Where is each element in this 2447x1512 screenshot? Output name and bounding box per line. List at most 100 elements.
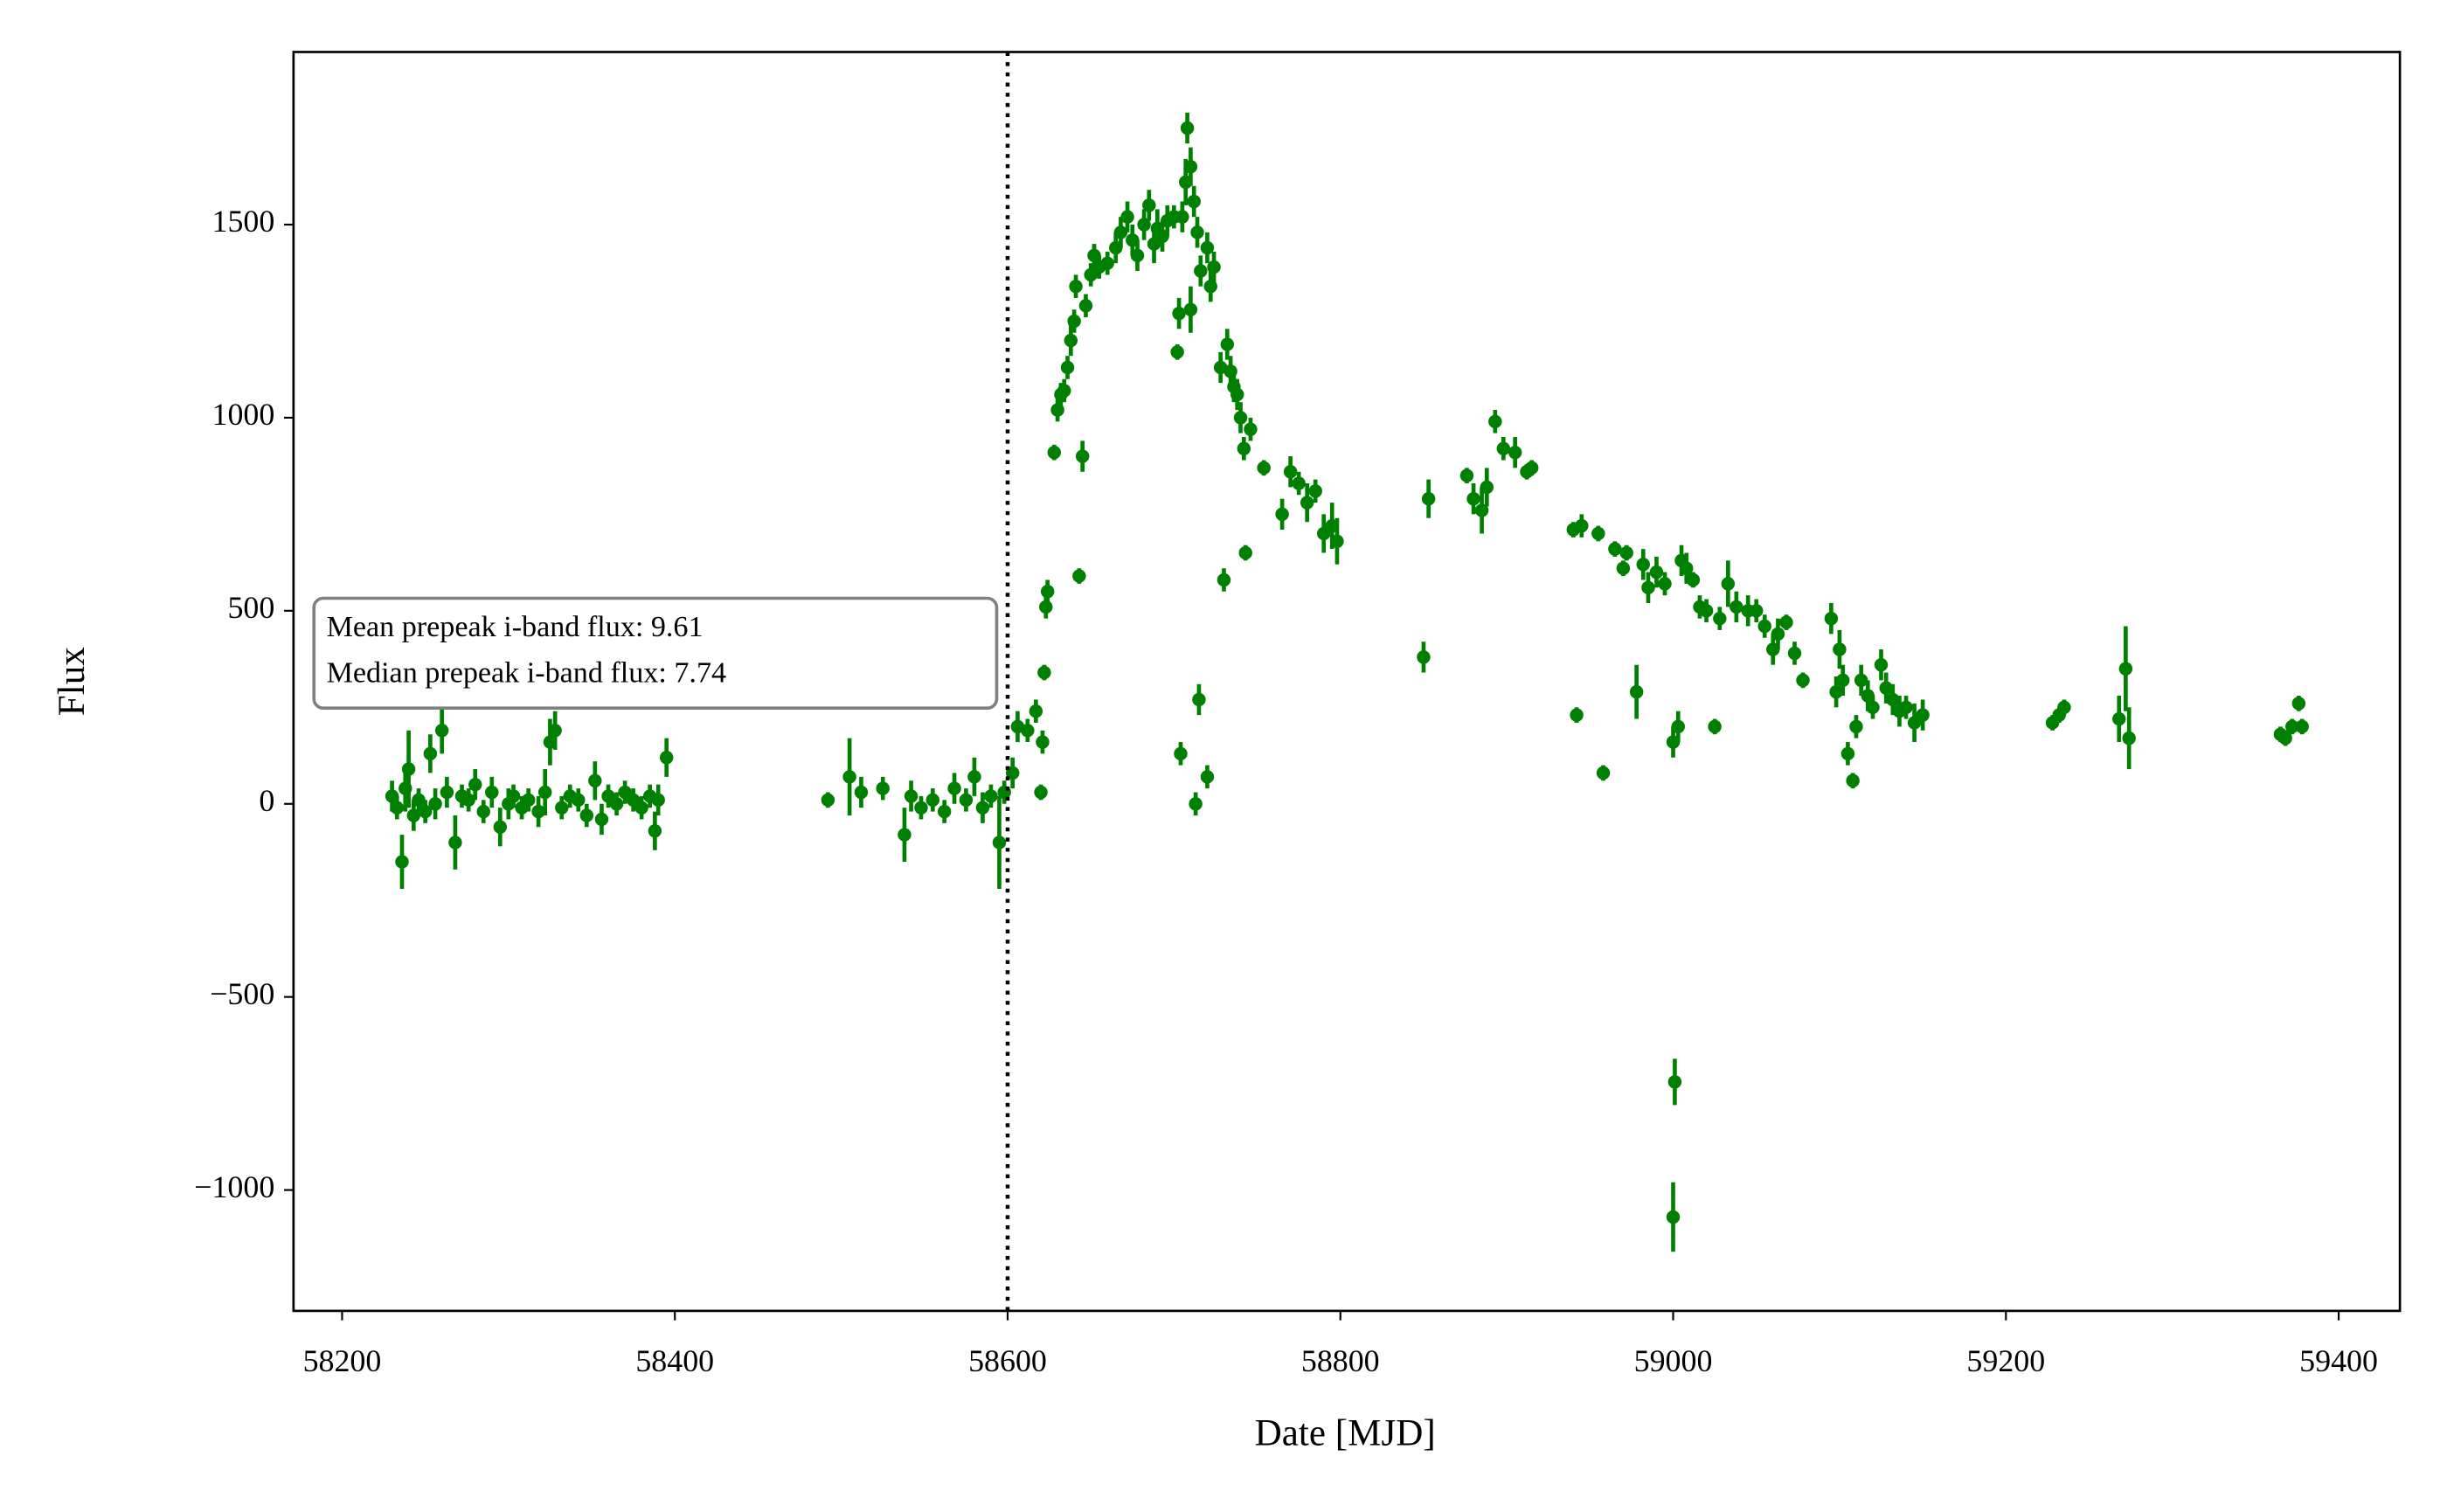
data-point (1275, 507, 1289, 522)
data-point (1072, 569, 1086, 583)
data-point (1230, 387, 1244, 402)
data-point (1257, 461, 1271, 475)
data-point (1730, 600, 1743, 614)
data-point (821, 793, 835, 808)
data-point (1899, 700, 1913, 715)
data-point (1237, 441, 1251, 455)
data-point (1874, 657, 1889, 672)
data-point (1130, 248, 1145, 263)
plot-area (385, 52, 2309, 1311)
x-tick-label: 58400 (635, 1343, 714, 1378)
data-point (1039, 600, 1053, 614)
data-point (876, 781, 890, 795)
data-point (1200, 770, 1215, 784)
data-point (1596, 766, 1611, 780)
data-point (1233, 411, 1248, 425)
data-point (904, 789, 918, 803)
data-point (1187, 194, 1201, 209)
data-point (2112, 711, 2126, 726)
data-point (1172, 306, 1186, 321)
data-point (1824, 611, 1839, 626)
data-point (493, 820, 508, 834)
data-point (579, 808, 594, 822)
data-point (1040, 585, 1055, 599)
data-point (406, 808, 421, 822)
data-point (659, 751, 674, 765)
data-point (1037, 665, 1051, 680)
annotation-box (312, 596, 999, 711)
data-point (390, 801, 404, 815)
data-point (434, 724, 449, 738)
data-point (1421, 491, 1436, 506)
data-point (588, 773, 602, 787)
data-point (1050, 403, 1064, 417)
data-point (1192, 692, 1206, 707)
y-tick-label: 500 (227, 590, 274, 625)
data-point (914, 801, 928, 815)
data-point (1220, 337, 1235, 351)
data-point (1575, 518, 1589, 533)
data-point (418, 804, 433, 819)
annotation-text: Median prepeak i-band flux: 7.74 (327, 656, 727, 689)
data-point (485, 785, 499, 800)
data-point (1846, 773, 1860, 787)
data-point (1854, 673, 1868, 688)
data-point (1183, 159, 1198, 174)
data-point (1142, 198, 1156, 212)
x-tick-label: 58200 (303, 1343, 382, 1378)
data-point (423, 746, 438, 761)
data-point (412, 793, 426, 808)
data-point (1175, 210, 1189, 224)
x-tick-label: 58600 (968, 1343, 1047, 1378)
data-point (1100, 256, 1114, 270)
data-point (1879, 681, 1893, 695)
data-point (1749, 604, 1764, 618)
data-point (1300, 496, 1314, 510)
y-tick-label: 1000 (211, 397, 274, 432)
data-point (1078, 299, 1093, 313)
data-point (1292, 476, 1306, 490)
data-point (555, 801, 569, 815)
axes-frame (292, 51, 2402, 1313)
data-point (401, 762, 416, 776)
data-point (1840, 746, 1855, 761)
data-point (1474, 503, 1489, 517)
data-point (2295, 719, 2309, 734)
data-point (1488, 414, 1502, 429)
data-point (1238, 545, 1252, 560)
data-point (1641, 580, 1655, 595)
data-point (2118, 662, 2133, 676)
data-point (925, 793, 940, 808)
data-point (1067, 314, 1081, 329)
data-point (1667, 1075, 1682, 1089)
data-point (2285, 719, 2299, 734)
data-point (2057, 700, 2071, 715)
data-point (1034, 785, 1048, 800)
data-point (1833, 642, 1847, 656)
data-point (1075, 449, 1090, 463)
data-point (1180, 121, 1195, 135)
data-point (1459, 468, 1474, 482)
data-point (1658, 577, 1672, 591)
data-point (1057, 384, 1071, 398)
y-tick-label: −500 (210, 976, 274, 1011)
data-point (1666, 1210, 1681, 1224)
data-point (1886, 692, 1900, 707)
data-point (1203, 279, 1217, 294)
data-point (1757, 619, 1771, 634)
data-point (440, 785, 454, 800)
data-point (594, 812, 609, 827)
data-point (521, 793, 536, 808)
data-point (1835, 673, 1850, 688)
data-point (1183, 302, 1198, 316)
data-point (1021, 724, 1035, 738)
data-point (1619, 545, 1633, 560)
data-point (448, 836, 462, 850)
data-point (1417, 650, 1431, 664)
annotation-text: Mean prepeak i-band flux: 9.61 (327, 611, 704, 643)
data-point (1060, 360, 1075, 375)
data-point (395, 855, 409, 869)
data-point (651, 793, 665, 808)
data-point (1699, 604, 1714, 618)
x-axis-label: Date [MJD] (1255, 1412, 1436, 1453)
